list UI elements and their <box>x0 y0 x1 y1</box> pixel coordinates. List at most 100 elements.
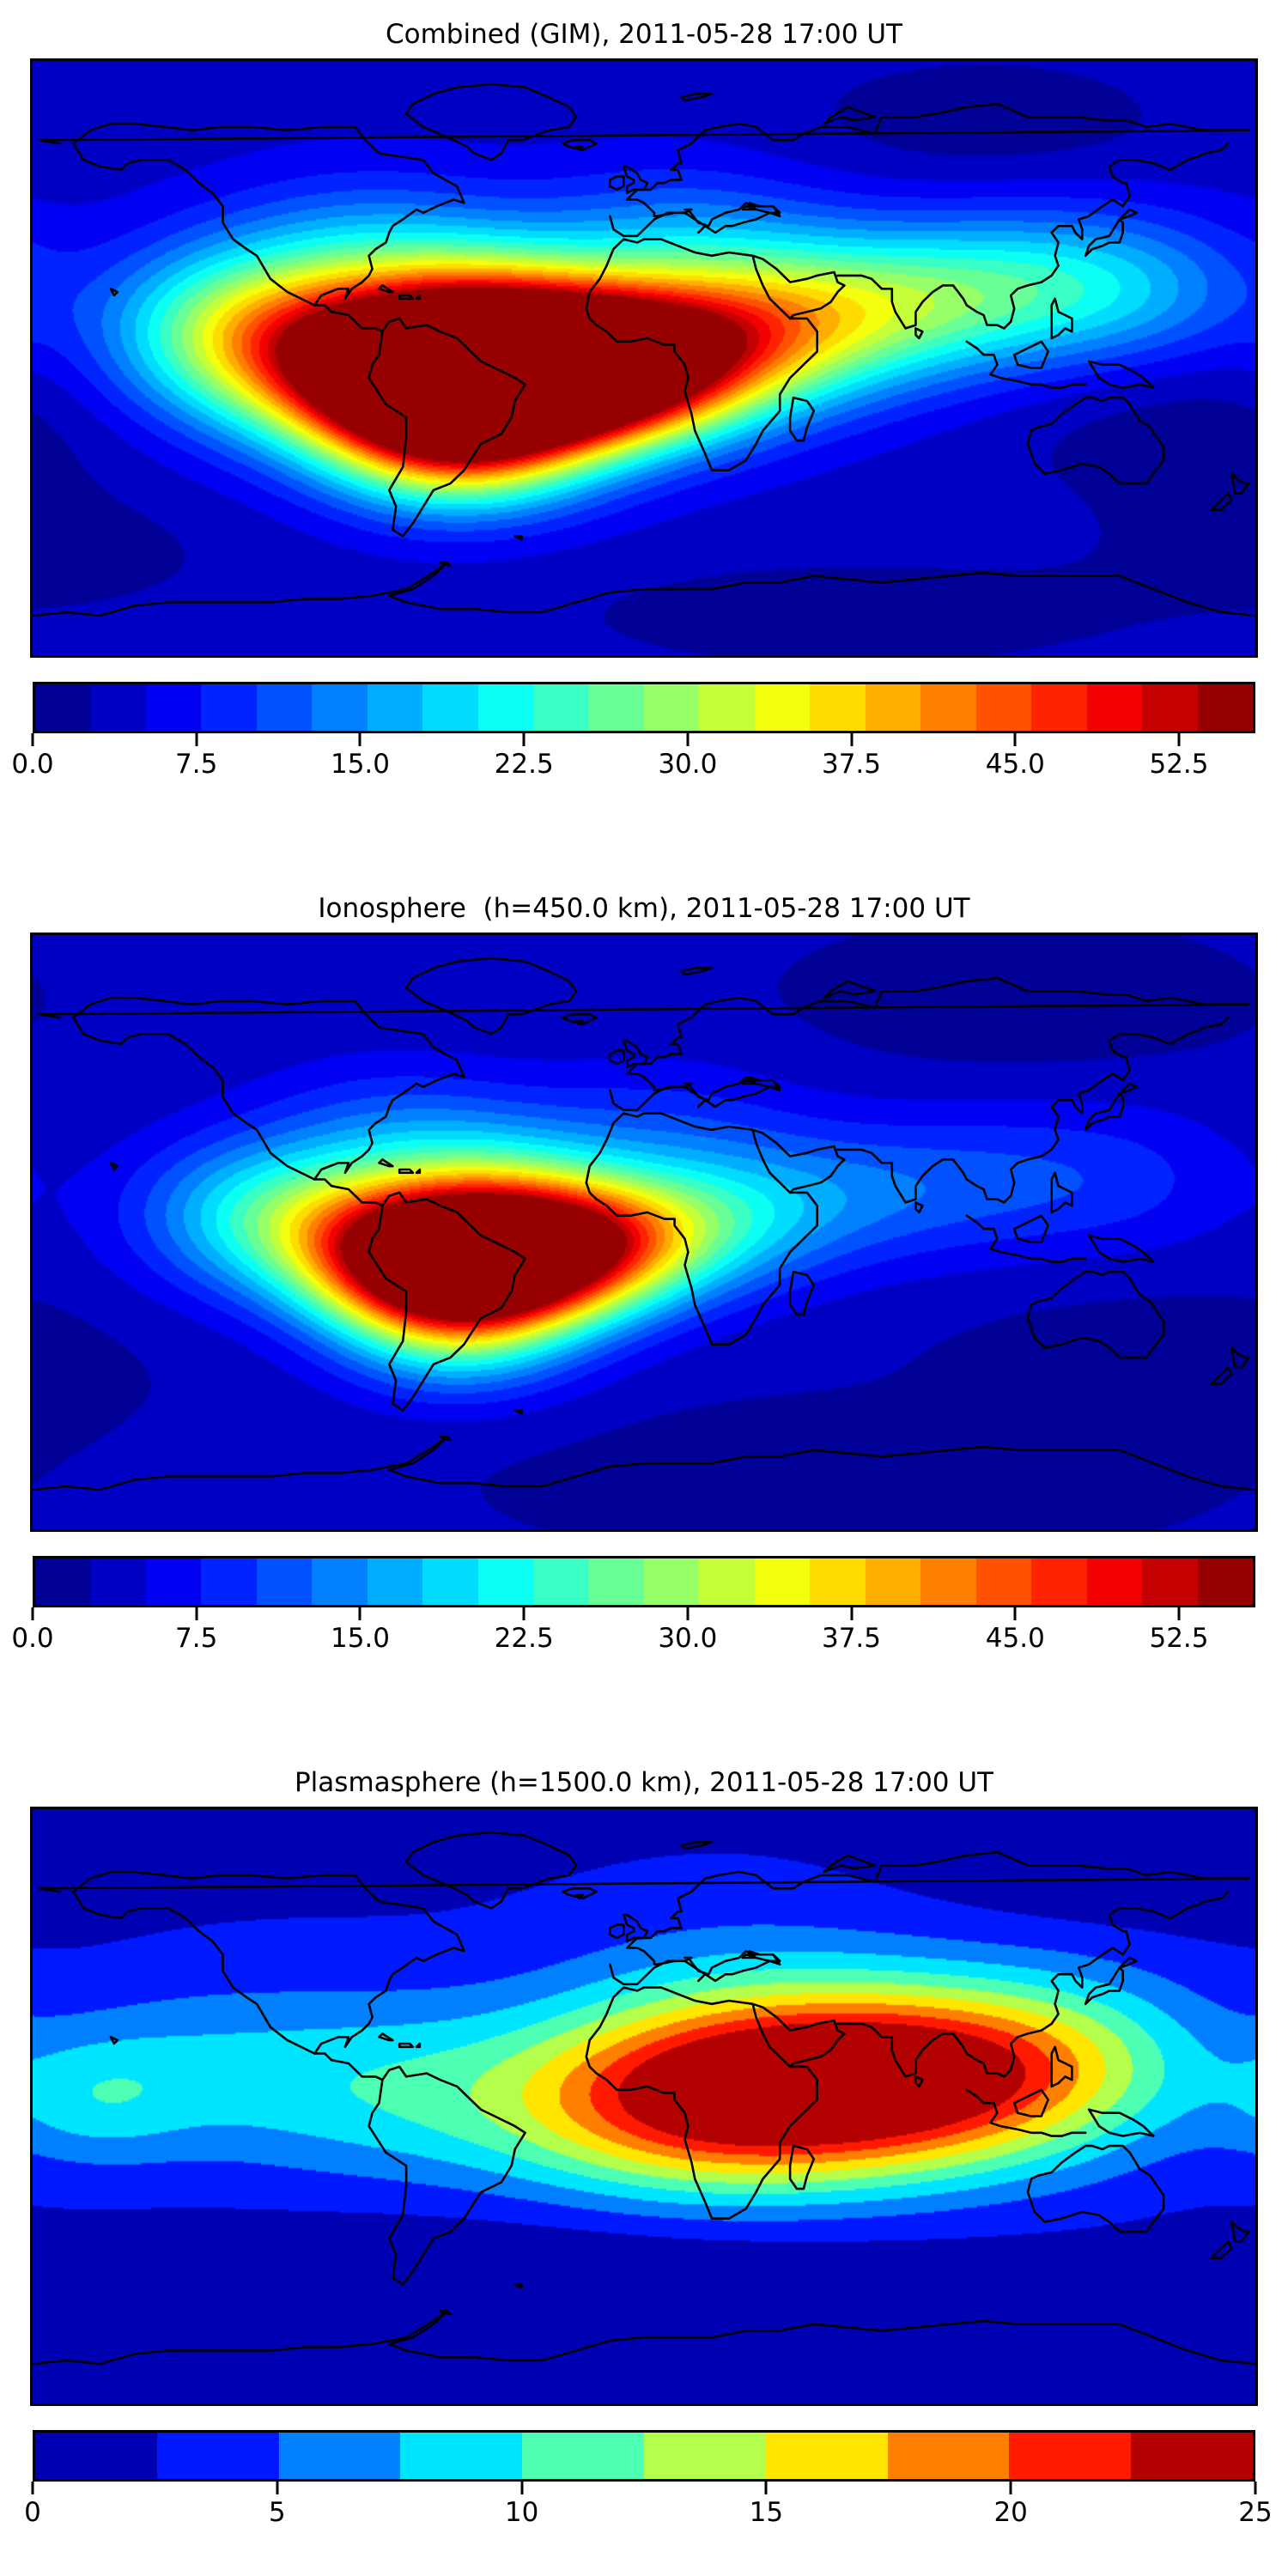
colorbar-segment <box>367 684 423 731</box>
colorbar-segment <box>156 2433 279 2479</box>
coastline-path <box>751 2002 846 2069</box>
colorbar-combined-bar <box>33 682 1255 733</box>
colorbar-segment <box>422 684 478 731</box>
panel-title-plasmasphere: Plasmasphere (h=1500.0 km), 2011-05-28 1… <box>294 1767 993 1798</box>
coastline-path <box>72 122 465 307</box>
coastline-path <box>561 1013 598 1026</box>
colorbar-tick <box>850 1607 853 1620</box>
colorbar-segment <box>533 684 589 731</box>
colorbar-segment <box>810 684 866 731</box>
colorbar-tick-label: 7.5 <box>175 1623 218 1654</box>
coastline-path <box>72 1890 384 2081</box>
colorbar-segment <box>1131 2433 1253 2479</box>
coastline-path <box>1084 208 1138 258</box>
colorbar-segment <box>201 1558 257 1605</box>
coastline-path <box>836 1016 1230 1204</box>
colorbar-tick <box>276 2482 279 2494</box>
coastline-path <box>109 2035 119 2045</box>
coastline-path <box>38 1850 1250 1986</box>
coastline-path <box>1210 492 1233 512</box>
colorbar-segment <box>865 684 921 731</box>
colorbar-combined-ticks <box>31 733 1255 747</box>
coastline-path <box>561 139 598 152</box>
colorbar-segment <box>145 684 202 731</box>
colorbar-ionosphere-ticks <box>31 1607 1255 1621</box>
coastline-path <box>415 2042 422 2049</box>
coastline-path <box>574 145 585 152</box>
coastline-path <box>378 284 394 294</box>
coastline-path <box>836 142 1230 330</box>
coastline-path <box>965 340 1087 389</box>
colorbar-tick-label: 37.5 <box>821 749 882 780</box>
colorbar-tick-label: 22.5 <box>494 749 554 780</box>
coastline-path <box>1012 2088 1049 2117</box>
coastline-path <box>439 1436 452 1442</box>
colorbar-segment <box>422 1558 478 1605</box>
colorbar-ionosphere: 0.0 7.5 15.0 22.5 30.0 37.5 45.0 52.5 <box>11 1556 1255 1659</box>
colorbar-segment <box>754 684 811 731</box>
colorbar-tick <box>1254 2482 1257 2494</box>
colorbar-segment <box>643 684 700 731</box>
colorbar-segment <box>278 2433 401 2479</box>
coastline-path <box>1087 2108 1155 2137</box>
colorbar-tick-label: 20 <box>993 2497 1028 2528</box>
coastline-path <box>836 1890 1230 2078</box>
coastline-path <box>513 1409 523 1415</box>
coastline-path <box>965 2088 1087 2137</box>
colorbar-segment <box>400 2433 523 2479</box>
colorbar-tick <box>1009 2482 1012 2494</box>
coastline-path <box>368 2065 526 2286</box>
colorbar-segment <box>920 684 976 731</box>
colorbar-plasmasphere-bar <box>33 2430 1255 2482</box>
colorbar-segment <box>865 1558 921 1605</box>
coastline-path <box>680 967 714 976</box>
coastline-path <box>1012 1214 1049 1243</box>
colorbar-tick-label: 45.0 <box>985 1623 1045 1654</box>
colorbar-tick <box>522 1607 526 1620</box>
coastline-path <box>751 1128 846 1194</box>
coastline-path <box>609 1923 625 1940</box>
coastline-path <box>109 1161 119 1171</box>
coastline-path <box>1026 2144 1165 2233</box>
coastline-path <box>585 1112 819 1346</box>
coastline-path <box>38 976 1250 1112</box>
colorbar-segment <box>312 1558 368 1605</box>
colorbar-tick <box>1177 1607 1181 1620</box>
coastline-path <box>378 2032 394 2042</box>
colorbar-tick <box>850 733 853 746</box>
colorbar-tick <box>31 733 34 746</box>
panel-title-combined: Combined (GIM), 2011-05-28 17:00 UT <box>386 19 902 50</box>
coastline-path <box>33 562 1255 617</box>
colorbar-tick <box>1013 1607 1017 1620</box>
map-contour-raster <box>33 61 1255 655</box>
colorbar-segment <box>90 684 146 731</box>
coastline-path <box>1087 360 1155 389</box>
colorbar-segment <box>145 1558 202 1605</box>
colorbar-tick-label: 52.5 <box>1149 749 1209 780</box>
coastline-path <box>1210 1366 1233 1386</box>
colorbar-tick-label: 15.0 <box>330 1623 390 1654</box>
coastline-path <box>823 1854 877 1874</box>
colorbar-tick-label: 45.0 <box>985 749 1045 780</box>
panel-title-ionosphere: Ionosphere (h=450.0 km), 2011-05-28 17:0… <box>318 893 970 924</box>
coastline-path <box>574 1893 585 1900</box>
coastline-path <box>914 1201 924 1214</box>
coastline-path <box>33 1436 1255 1492</box>
coastline-path <box>1087 1234 1155 1263</box>
coastline-path <box>1210 2240 1233 2260</box>
coastline-path <box>965 1214 1087 1263</box>
colorbar-tick <box>686 733 690 746</box>
coastline-path <box>368 317 526 538</box>
colorbar-plasmasphere: 0 5 10 15 20 25 <box>24 2430 1273 2533</box>
colorbar-segment <box>1142 1558 1198 1605</box>
colorbar-segment <box>1031 1558 1087 1605</box>
colorbar-segment <box>201 684 257 731</box>
coastline-path <box>398 294 415 301</box>
colorbar-segment <box>1142 684 1198 731</box>
colorbar-segment <box>35 1558 91 1605</box>
coastline-path <box>1050 1171 1073 1214</box>
colorbar-segment <box>256 684 313 731</box>
panel-combined: Combined (GIM), 2011-05-28 17:00 UT 0.0 7… <box>0 19 1288 785</box>
coastline-path <box>574 1019 585 1026</box>
colorbar-segment <box>1086 684 1143 731</box>
